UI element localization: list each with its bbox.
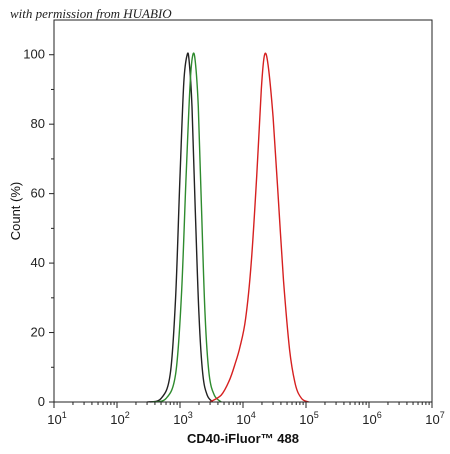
x-axis-ticks: 101 102 103 104 105 106 107 xyxy=(47,402,445,427)
x-tick-label: 101 xyxy=(47,410,66,427)
series-curve-1 xyxy=(151,52,222,403)
x-axis-title: CD40-iFluor™ 488 xyxy=(187,431,299,446)
y-tick-label: 80 xyxy=(31,116,45,131)
y-tick-label: 100 xyxy=(23,47,45,62)
x-tick-label: 104 xyxy=(236,410,255,427)
x-tick-label: 105 xyxy=(299,410,318,427)
series-curve-2 xyxy=(209,52,309,403)
y-axis-ticks: 0 20 40 60 80 100 xyxy=(23,47,54,409)
plot-frame xyxy=(53,19,433,403)
x-tick-label: 103 xyxy=(173,410,192,427)
y-tick-label: 0 xyxy=(38,394,45,409)
histogram-series xyxy=(146,52,309,403)
x-tick-label: 106 xyxy=(362,410,381,427)
x-tick-label: 102 xyxy=(110,410,129,427)
y-tick-label: 60 xyxy=(31,186,45,201)
x-tick-label: 107 xyxy=(425,410,444,427)
y-axis-title: Count (%) xyxy=(8,182,23,241)
watermark-text: with permission from HUABIO xyxy=(10,6,172,21)
y-tick-label: 20 xyxy=(31,325,45,340)
series-curve-0 xyxy=(146,52,214,403)
y-tick-label: 40 xyxy=(31,255,45,270)
